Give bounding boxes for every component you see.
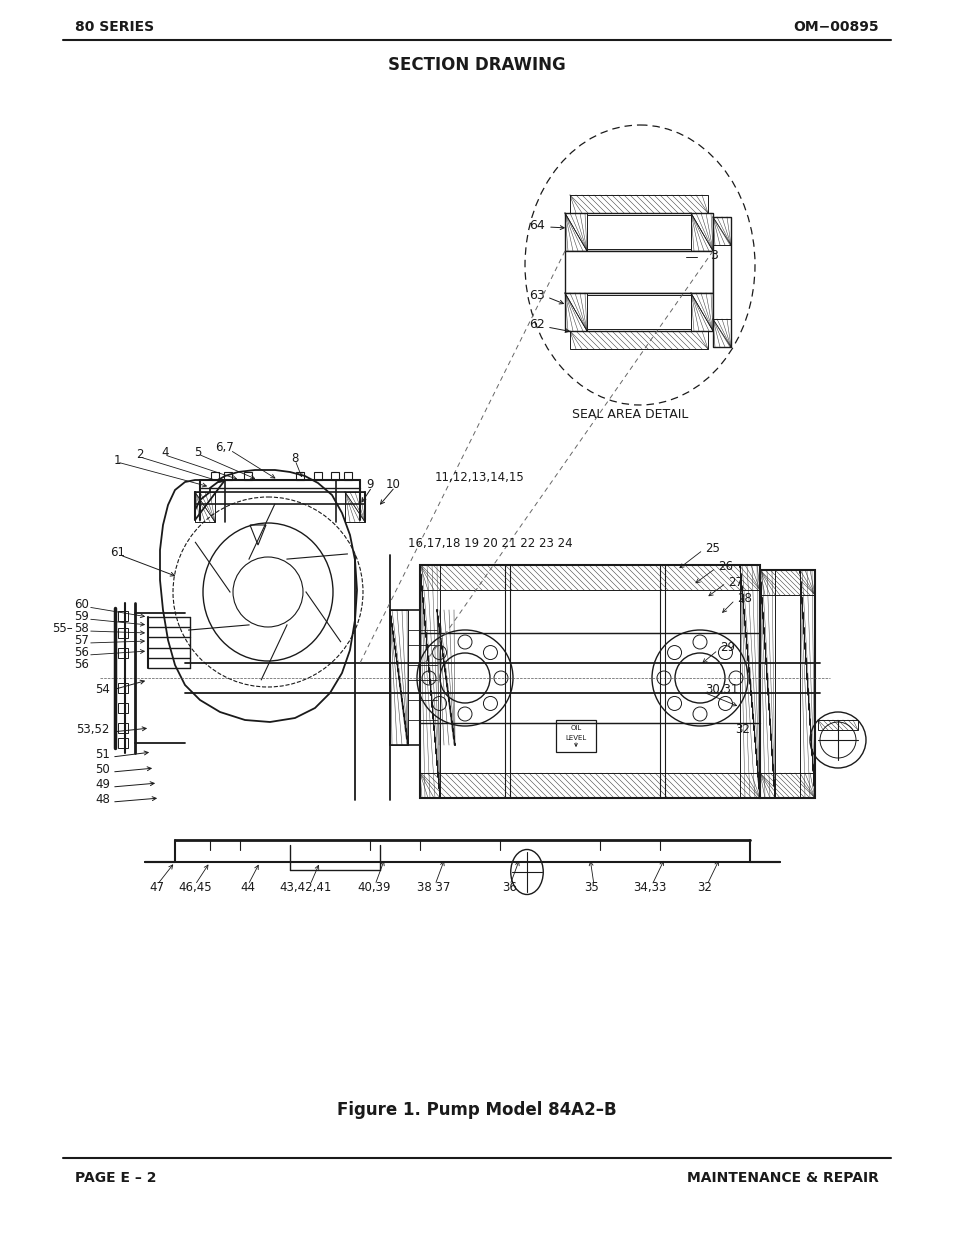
- Bar: [211, 472, 219, 480]
- Bar: [564, 251, 712, 293]
- Text: 47: 47: [150, 882, 164, 894]
- Text: 27: 27: [727, 576, 742, 589]
- Text: 53,52: 53,52: [76, 724, 110, 736]
- Bar: [586, 215, 690, 249]
- Bar: [712, 217, 730, 347]
- Text: 6,7: 6,7: [215, 441, 234, 454]
- Bar: [712, 319, 730, 347]
- Text: SECTION DRAWING: SECTION DRAWING: [388, 56, 565, 74]
- Text: 44: 44: [240, 882, 255, 894]
- Bar: [556, 720, 596, 752]
- Text: 63: 63: [529, 289, 544, 301]
- Text: 51: 51: [95, 748, 110, 762]
- Text: OM−00895: OM−00895: [793, 20, 878, 35]
- Bar: [390, 610, 408, 745]
- Bar: [419, 564, 760, 590]
- Bar: [586, 295, 690, 329]
- Bar: [314, 472, 322, 480]
- Bar: [390, 610, 455, 745]
- Bar: [564, 212, 712, 251]
- Bar: [569, 195, 707, 212]
- Text: 46,45: 46,45: [178, 882, 212, 894]
- Bar: [331, 472, 338, 480]
- Text: 80 SERIES: 80 SERIES: [75, 20, 154, 35]
- Bar: [118, 722, 128, 734]
- Text: 26: 26: [718, 559, 732, 573]
- Text: 60: 60: [74, 599, 90, 611]
- Text: 5: 5: [194, 446, 201, 458]
- Bar: [419, 564, 760, 798]
- Text: OIL: OIL: [570, 725, 581, 731]
- Bar: [224, 472, 232, 480]
- Bar: [244, 472, 252, 480]
- Bar: [419, 773, 760, 798]
- Bar: [690, 212, 712, 251]
- Text: 28: 28: [737, 592, 751, 604]
- Text: 57: 57: [74, 635, 90, 647]
- Bar: [194, 492, 214, 522]
- Text: 8: 8: [291, 452, 298, 464]
- Text: MAINTENANCE & REPAIR: MAINTENANCE & REPAIR: [686, 1171, 878, 1186]
- Bar: [564, 293, 586, 331]
- Text: 56: 56: [74, 646, 90, 659]
- Bar: [436, 610, 455, 745]
- Bar: [760, 773, 814, 798]
- Bar: [344, 472, 352, 480]
- Text: 11,12,13,14,15: 11,12,13,14,15: [435, 472, 524, 484]
- Bar: [295, 472, 304, 480]
- Bar: [690, 293, 712, 331]
- Text: 32: 32: [697, 882, 712, 894]
- Text: 29: 29: [720, 641, 734, 655]
- Bar: [760, 571, 814, 595]
- Bar: [740, 564, 760, 798]
- Text: 32: 32: [734, 724, 749, 736]
- Text: 62: 62: [529, 319, 544, 331]
- Bar: [118, 703, 128, 713]
- Text: 54: 54: [95, 683, 110, 697]
- Text: 58: 58: [74, 622, 90, 636]
- Bar: [118, 611, 128, 621]
- Text: 1: 1: [113, 453, 121, 467]
- Text: 30,31: 30,31: [704, 683, 738, 697]
- Text: LEVEL: LEVEL: [565, 735, 586, 741]
- Text: 4: 4: [161, 447, 169, 459]
- Bar: [345, 492, 365, 522]
- Text: 61: 61: [111, 547, 126, 559]
- Text: PAGE E – 2: PAGE E – 2: [75, 1171, 156, 1186]
- Bar: [118, 683, 128, 693]
- Bar: [419, 564, 439, 798]
- Text: 36: 36: [502, 882, 517, 894]
- Text: 59: 59: [74, 610, 90, 624]
- Text: 16,17,18 19 20 21 22 23 24: 16,17,18 19 20 21 22 23 24: [407, 536, 572, 550]
- Text: 50: 50: [95, 763, 110, 777]
- Text: 64: 64: [529, 219, 544, 231]
- Text: 56: 56: [74, 658, 90, 672]
- Text: 40,39: 40,39: [356, 882, 391, 894]
- Text: Figure 1. Pump Model 84A2–B: Figure 1. Pump Model 84A2–B: [336, 1100, 617, 1119]
- Bar: [760, 571, 774, 798]
- Text: 34,33: 34,33: [633, 882, 666, 894]
- Bar: [118, 629, 128, 638]
- Text: 55–: 55–: [52, 621, 73, 635]
- Bar: [712, 217, 730, 245]
- Bar: [817, 720, 857, 730]
- Text: 38 37: 38 37: [416, 882, 450, 894]
- Text: SEAL AREA DETAIL: SEAL AREA DETAIL: [571, 409, 687, 421]
- Text: 49: 49: [95, 778, 110, 792]
- Bar: [118, 648, 128, 658]
- Bar: [564, 212, 586, 251]
- Text: 3: 3: [709, 248, 717, 262]
- Text: 10: 10: [385, 478, 400, 492]
- Text: 9: 9: [366, 478, 374, 492]
- Text: 48: 48: [95, 794, 110, 806]
- Bar: [760, 571, 814, 798]
- Text: 43,42,41: 43,42,41: [279, 882, 332, 894]
- Text: 2: 2: [136, 448, 144, 462]
- Bar: [118, 739, 128, 748]
- Bar: [569, 331, 707, 350]
- Text: 25: 25: [704, 541, 720, 555]
- Bar: [564, 293, 712, 331]
- Text: 35: 35: [584, 882, 598, 894]
- Bar: [800, 571, 814, 798]
